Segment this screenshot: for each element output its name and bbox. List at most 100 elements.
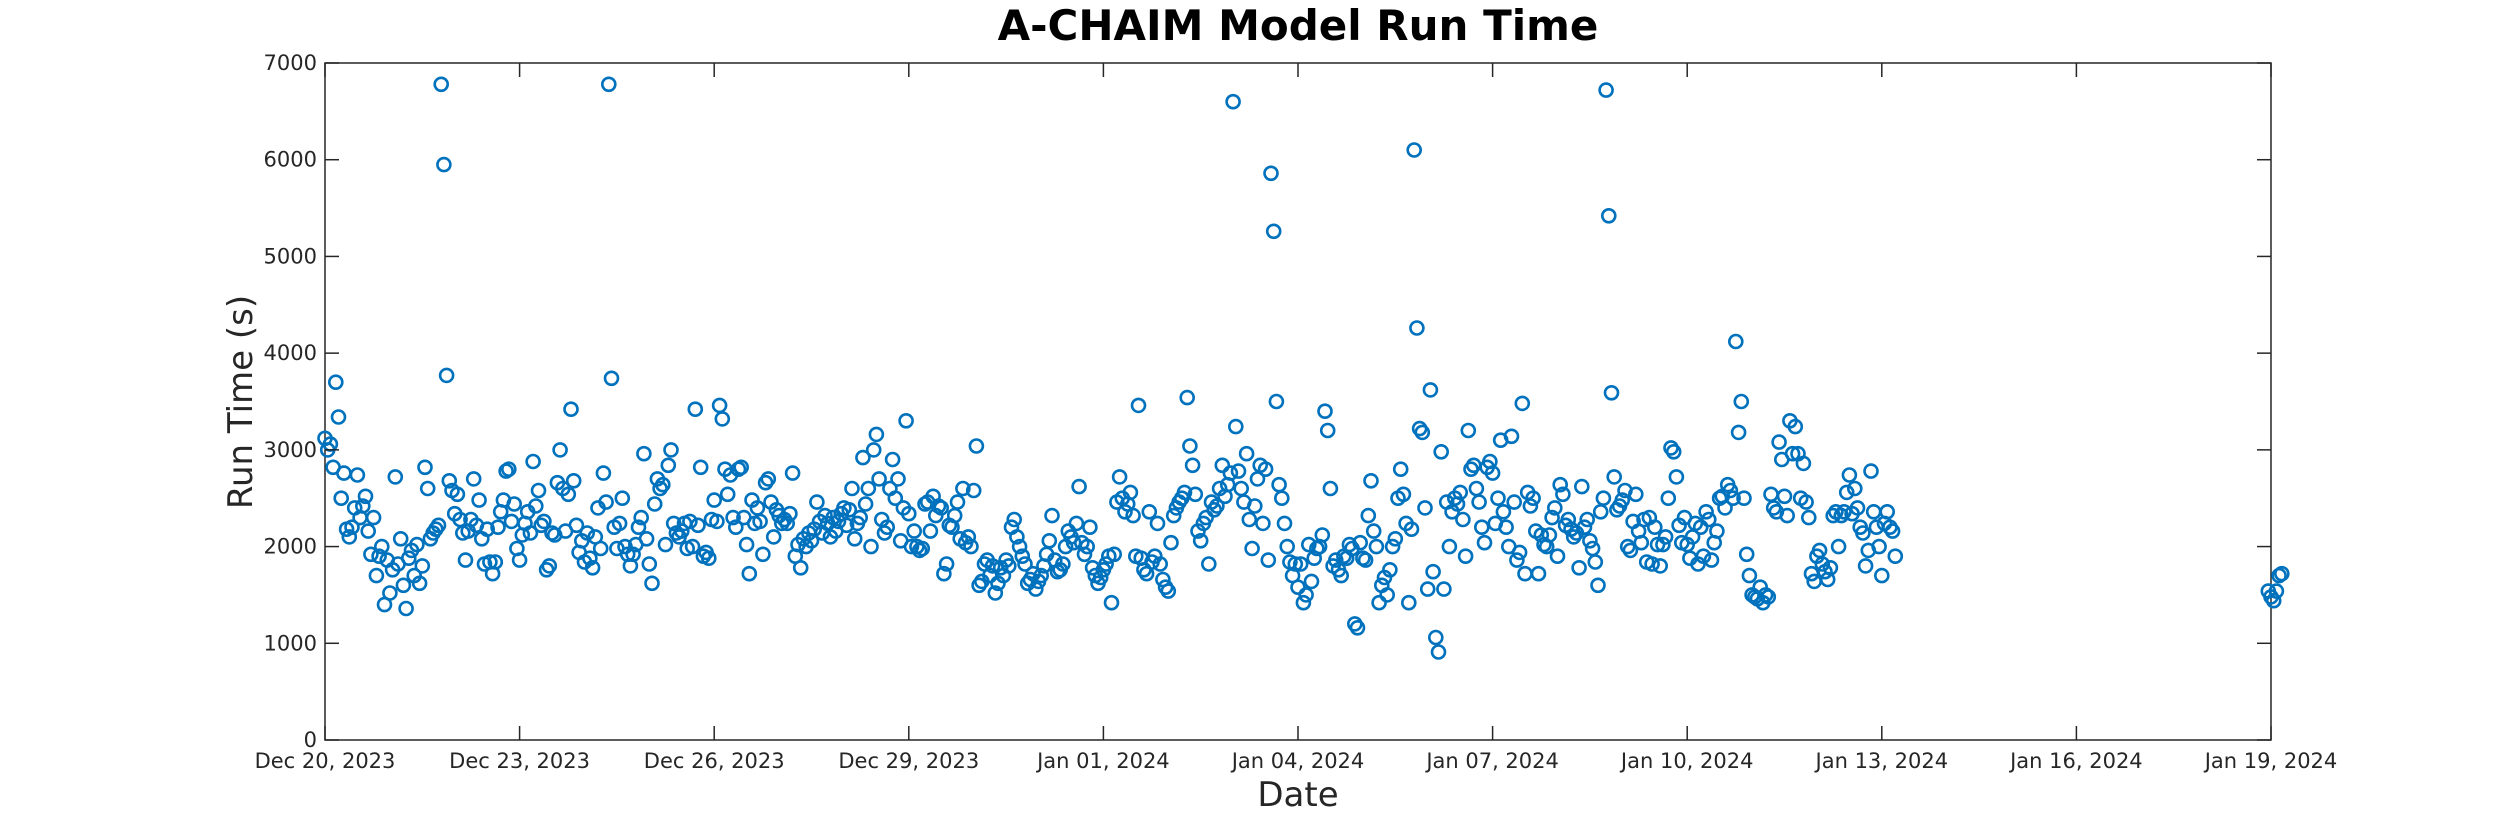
data-point [530, 482, 547, 499]
data-point [1238, 445, 1255, 462]
data-point [1268, 393, 1285, 410]
data-point [1076, 546, 1093, 563]
data-point [617, 538, 633, 555]
data-point [1863, 463, 1879, 479]
data-point [1414, 424, 1431, 441]
data-point [663, 442, 679, 458]
data-point [865, 442, 882, 458]
data-point [1152, 556, 1168, 572]
data-point [657, 536, 674, 553]
data-point [1836, 503, 1852, 520]
data-point [1498, 519, 1514, 536]
data-point [1587, 554, 1604, 570]
data-point [438, 367, 455, 384]
data-point [879, 519, 896, 536]
data-point [1428, 629, 1444, 646]
data-point [565, 472, 582, 489]
data-point [868, 426, 885, 443]
data-point [1419, 581, 1436, 597]
data-point [914, 540, 931, 557]
data-point [1241, 511, 1258, 528]
data-point [1176, 484, 1193, 501]
data-point [1495, 503, 1512, 520]
data-point [2265, 592, 2282, 609]
data-point [1263, 165, 1279, 182]
data-point [1352, 534, 1368, 551]
data-point [890, 471, 906, 487]
data-point [1838, 484, 1855, 501]
data-point [1703, 552, 1720, 568]
data-point [706, 492, 723, 508]
data-point [900, 505, 917, 522]
data-point [644, 575, 660, 592]
data-point [906, 523, 923, 539]
data-point [1319, 422, 1336, 439]
data-point [349, 467, 366, 483]
data-point [636, 445, 652, 462]
data-point [1092, 569, 1109, 586]
data-point [1130, 397, 1147, 414]
data-point [1360, 507, 1377, 524]
data-point [1244, 540, 1260, 557]
data-point [2274, 565, 2290, 582]
data-point [1503, 428, 1520, 445]
data-point [506, 496, 523, 512]
data-point [1222, 465, 1239, 481]
data-point [1265, 223, 1282, 240]
x-tick-label: Jan 10, 2024 [1619, 749, 1754, 773]
data-point [490, 519, 506, 536]
data-point [1392, 461, 1409, 478]
data-point [1255, 515, 1271, 532]
y-tick-label: 7000 [264, 51, 317, 75]
data-point [1371, 594, 1387, 611]
data-point [1425, 563, 1441, 580]
data-point [1122, 484, 1139, 501]
data-point [1028, 581, 1044, 597]
data-point [714, 411, 731, 427]
data-point [955, 480, 971, 497]
data-point [354, 498, 371, 514]
data-point [1509, 552, 1525, 568]
data-point [441, 472, 458, 489]
data-point [363, 546, 379, 563]
data-point [1730, 424, 1747, 441]
data-point [1125, 507, 1141, 524]
data-point [1814, 556, 1831, 572]
data-point [1303, 573, 1320, 590]
data-point [1395, 486, 1412, 503]
data-point [1006, 511, 1023, 528]
data-point [938, 556, 955, 572]
data-point [579, 525, 596, 541]
data-point [1660, 490, 1677, 507]
data-point [1201, 556, 1217, 572]
data-point [1555, 486, 1571, 503]
data-point [1430, 644, 1447, 660]
x-tick-label: Dec 23, 2023 [449, 749, 590, 773]
data-point [371, 548, 387, 565]
data-point [1287, 556, 1304, 572]
data-point [1406, 142, 1422, 158]
x-axis-label: Date [1257, 775, 1338, 815]
data-point [1198, 509, 1214, 526]
data-point [1182, 438, 1198, 454]
data-point [1409, 320, 1425, 336]
data-point [1668, 469, 1685, 485]
data-point [987, 585, 1004, 601]
data-point [1717, 500, 1733, 516]
data-point [1590, 577, 1606, 594]
data-point [614, 490, 631, 507]
data-point [1290, 579, 1306, 596]
data-point [1000, 558, 1017, 574]
data-point [1349, 619, 1366, 636]
data-point [552, 442, 568, 458]
data-point [382, 585, 398, 601]
y-axis-ticks: 0 1000 2000 3000 4000 5000 6000 7000 [264, 51, 2271, 752]
data-point [479, 521, 496, 538]
data-point [1771, 434, 1787, 450]
data-point [373, 538, 390, 555]
data-point [2268, 583, 2285, 599]
data-point [417, 459, 433, 476]
data-point [1082, 519, 1098, 536]
data-point [1328, 552, 1344, 568]
data-point [411, 575, 428, 592]
